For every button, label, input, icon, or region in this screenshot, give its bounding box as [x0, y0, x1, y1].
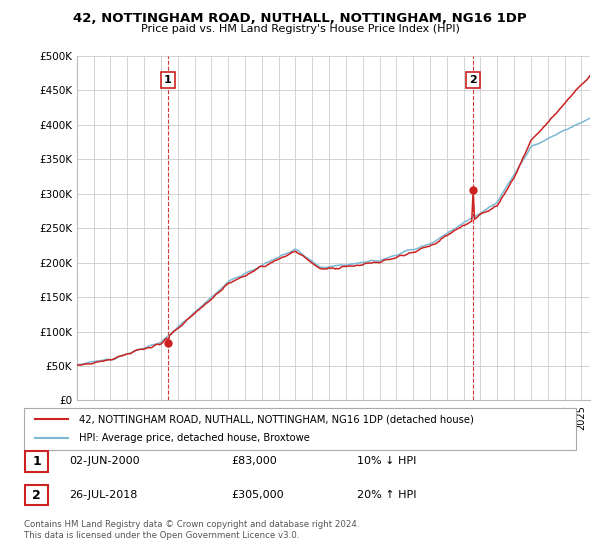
Text: 42, NOTTINGHAM ROAD, NUTHALL, NOTTINGHAM, NG16 1DP (detached house): 42, NOTTINGHAM ROAD, NUTHALL, NOTTINGHAM… — [79, 414, 474, 424]
Text: Price paid vs. HM Land Registry's House Price Index (HPI): Price paid vs. HM Land Registry's House … — [140, 24, 460, 34]
Text: 02-JUN-2000: 02-JUN-2000 — [69, 456, 140, 466]
Text: 26-JUL-2018: 26-JUL-2018 — [69, 490, 137, 500]
Text: 42, NOTTINGHAM ROAD, NUTHALL, NOTTINGHAM, NG16 1DP: 42, NOTTINGHAM ROAD, NUTHALL, NOTTINGHAM… — [73, 12, 527, 25]
Text: 1: 1 — [32, 455, 41, 468]
Text: Contains HM Land Registry data © Crown copyright and database right 2024.
This d: Contains HM Land Registry data © Crown c… — [24, 520, 359, 540]
Text: HPI: Average price, detached house, Broxtowe: HPI: Average price, detached house, Brox… — [79, 433, 310, 443]
Text: 10% ↓ HPI: 10% ↓ HPI — [357, 456, 416, 466]
Text: 1: 1 — [164, 75, 172, 85]
Text: £305,000: £305,000 — [231, 490, 284, 500]
Text: 2: 2 — [32, 488, 41, 502]
Text: 2: 2 — [469, 75, 477, 85]
Text: £83,000: £83,000 — [231, 456, 277, 466]
Text: 20% ↑ HPI: 20% ↑ HPI — [357, 490, 416, 500]
FancyBboxPatch shape — [25, 485, 48, 505]
FancyBboxPatch shape — [24, 408, 576, 450]
FancyBboxPatch shape — [25, 451, 48, 472]
